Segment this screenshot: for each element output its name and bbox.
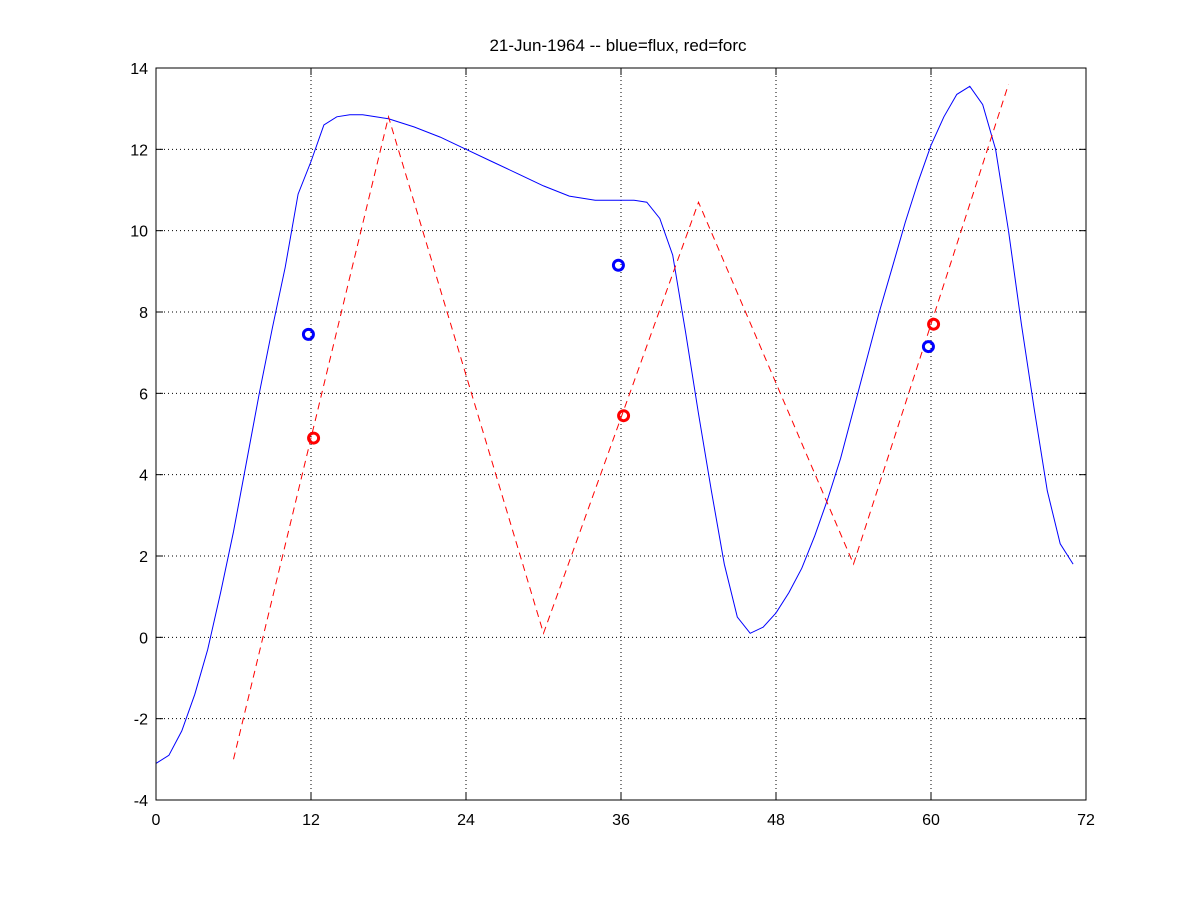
grid xyxy=(156,68,1086,800)
marker-layer xyxy=(301,258,941,445)
y-tick-label: -2 xyxy=(134,712,148,729)
marker-point-1 xyxy=(307,431,321,445)
x-tick-label: 24 xyxy=(457,812,475,829)
marker-point-0 xyxy=(921,340,935,354)
y-tick-label: 8 xyxy=(139,305,148,322)
x-tick-label: 36 xyxy=(612,812,630,829)
chart-title: 21-Jun-1964 -- blue=flux, red=forc xyxy=(489,36,747,55)
series-line-1 xyxy=(233,84,1009,760)
series-line-0 xyxy=(155,85,1074,764)
x-tick-label: 72 xyxy=(1077,812,1095,829)
x-tick-label: 0 xyxy=(152,812,161,829)
series-layer xyxy=(155,84,1074,764)
marker-point-1 xyxy=(927,317,941,331)
y-tick-label: 12 xyxy=(130,142,148,159)
y-tick-label: 2 xyxy=(139,549,148,566)
x-tick-label: 48 xyxy=(767,812,785,829)
marker-point-0 xyxy=(611,258,625,272)
marker-point-0 xyxy=(301,327,315,341)
y-tick-label: 6 xyxy=(139,386,148,403)
y-tick-label: 14 xyxy=(130,61,148,78)
x-tick-label: 12 xyxy=(302,812,320,829)
y-tick-label: -4 xyxy=(134,793,148,810)
y-tick-label: 10 xyxy=(130,224,148,241)
x-tick-label: 60 xyxy=(922,812,940,829)
y-tick-label: 0 xyxy=(139,630,148,647)
y-tick-label: 4 xyxy=(139,468,148,485)
marker-point-1 xyxy=(617,409,631,423)
